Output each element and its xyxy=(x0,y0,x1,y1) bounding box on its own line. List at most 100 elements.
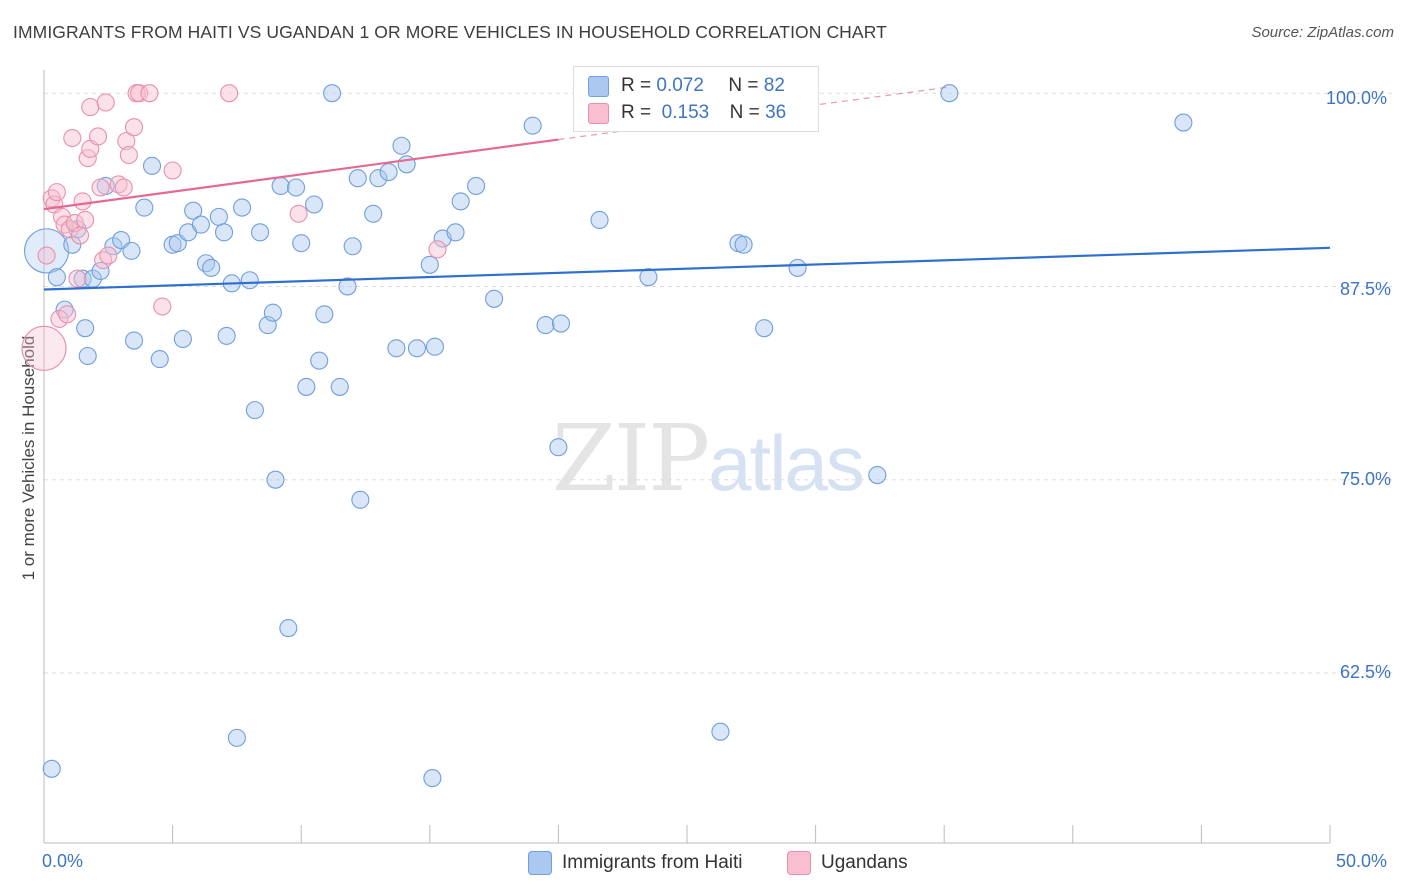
series-label-haiti: Immigrants from Haiti xyxy=(562,852,743,873)
haiti-point-22 xyxy=(184,201,203,220)
ugandan-point-13 xyxy=(70,226,90,245)
haiti-point-45 xyxy=(315,305,334,324)
haiti-point-25 xyxy=(202,258,221,277)
ugandan-point-31 xyxy=(140,84,159,103)
y-tick-label-100: 100.0% xyxy=(1326,88,1388,108)
legend-r-value-ugandans: 0.153 xyxy=(661,102,710,123)
ugandan-point-24 xyxy=(109,175,128,194)
haiti-point-23 xyxy=(191,215,210,234)
haiti-point-48 xyxy=(338,277,357,296)
haiti-point-7 xyxy=(78,346,97,366)
haiti-point-69 xyxy=(549,438,568,457)
legend-r-value-haiti: 0.072 xyxy=(656,75,704,96)
haiti-point-26 xyxy=(209,207,228,226)
haiti-point-73 xyxy=(711,722,730,741)
haiti-point-65 xyxy=(467,176,486,195)
haiti-point-70 xyxy=(551,314,571,333)
legend-row-haiti: R = 0.072 N = 82 xyxy=(588,73,785,99)
haiti-point-53 xyxy=(369,169,388,188)
ugandan-point-10 xyxy=(63,128,82,148)
haiti-point-30 xyxy=(227,728,246,747)
haiti-point-46 xyxy=(323,84,342,103)
haiti-point-72 xyxy=(639,268,658,287)
y-tick-label-62-5: 62.5% xyxy=(1340,662,1392,682)
legend-n-label: N = xyxy=(728,75,759,96)
haiti-point-67 xyxy=(523,116,542,135)
legend-r-label: R = xyxy=(621,102,652,123)
haiti-point-75 xyxy=(734,235,753,254)
haiti-point-6 xyxy=(76,319,95,338)
haiti-point-41 xyxy=(292,234,311,253)
haiti-point-50 xyxy=(348,169,367,188)
series-legend-ugandans[interactable]: Ugandans xyxy=(787,851,908,875)
haiti-point-55 xyxy=(387,339,406,358)
haiti-point-13 xyxy=(122,241,141,260)
source-label: Source: ZipAtlas.com xyxy=(1251,24,1394,41)
haiti-point-59 xyxy=(420,255,439,274)
haiti-point-20 xyxy=(173,329,192,349)
haiti-point-32 xyxy=(240,271,259,290)
haiti-point-9 xyxy=(91,261,110,281)
legend-n-value-ugandans: 36 xyxy=(765,102,787,123)
haiti-point-34 xyxy=(250,223,270,242)
haiti-point-17 xyxy=(150,350,169,369)
ugandan-point-32 xyxy=(153,297,172,316)
ugandan-point-0 xyxy=(21,325,67,371)
haiti-point-68 xyxy=(536,316,555,335)
haiti-point-40 xyxy=(287,178,306,197)
haiti-point-36 xyxy=(263,303,282,322)
haiti-point-76 xyxy=(755,319,774,338)
haiti-point-28 xyxy=(217,326,236,345)
haiti-trend-line xyxy=(43,246,1331,291)
haiti-point-78 xyxy=(868,466,887,485)
ugandan-trend-line xyxy=(43,138,559,211)
haiti-point-80 xyxy=(1174,113,1193,132)
haiti-point-49 xyxy=(343,237,362,256)
haiti-point-51 xyxy=(351,490,370,509)
series-label-ugandans: Ugandans xyxy=(821,852,908,873)
haiti-point-61 xyxy=(425,337,444,356)
haiti-point-79 xyxy=(940,84,959,103)
haiti-point-77 xyxy=(788,258,807,277)
haiti-point-14 xyxy=(124,331,144,350)
chart-title: IMMIGRANTS FROM HAITI VS UGANDAN 1 OR MO… xyxy=(13,22,887,42)
haiti-point-81 xyxy=(42,759,61,778)
series-swatch-ugandans xyxy=(787,851,811,875)
haiti-point-15 xyxy=(135,198,154,217)
ugandan-point-30 xyxy=(130,84,149,103)
ugandan-point-8 xyxy=(58,305,77,324)
ugandan-point-27 xyxy=(119,145,138,165)
ugandan-point-4 xyxy=(47,183,66,202)
series-legend-haiti[interactable]: Immigrants from Haiti xyxy=(528,851,743,875)
ugandan-point-26 xyxy=(117,132,136,151)
y-tick-label-75: 75.0% xyxy=(1340,469,1392,489)
legend-r-label: R = xyxy=(621,75,652,96)
haiti-point-63 xyxy=(446,223,465,242)
legend-n-value-haiti: 82 xyxy=(763,75,785,96)
ugandan-point-34 xyxy=(220,84,239,103)
x-tick-label-max: 50.0% xyxy=(1336,851,1388,871)
haiti-point-58 xyxy=(407,339,426,358)
haiti-point-0 xyxy=(24,228,70,274)
haiti-point-42 xyxy=(297,377,316,396)
watermark: ZIPatlas xyxy=(552,405,865,512)
ugandan-point-36 xyxy=(428,240,447,259)
legend-row-ugandans: R = 0.153 N = 36 xyxy=(588,100,786,126)
ugandan-point-20 xyxy=(91,178,110,197)
haiti-point-56 xyxy=(392,136,411,155)
y-tick-label-87-5: 87.5% xyxy=(1340,279,1392,299)
ugandan-point-15 xyxy=(76,210,95,230)
legend-n-label: N = xyxy=(729,102,760,123)
haiti-point-54 xyxy=(379,162,398,182)
x-tick-label-min: 0.0% xyxy=(42,851,84,871)
ugandan-point-35 xyxy=(289,204,308,223)
haiti-point-31 xyxy=(232,198,252,217)
series-swatch-haiti xyxy=(528,851,552,875)
ugandan-point-23 xyxy=(99,246,118,265)
legend-swatch-ugandans xyxy=(588,102,609,124)
legend-swatch-haiti xyxy=(588,75,609,97)
haiti-point-64 xyxy=(451,192,470,211)
watermark-zip: ZIP xyxy=(552,405,710,512)
ugandan-point-33 xyxy=(163,161,182,180)
